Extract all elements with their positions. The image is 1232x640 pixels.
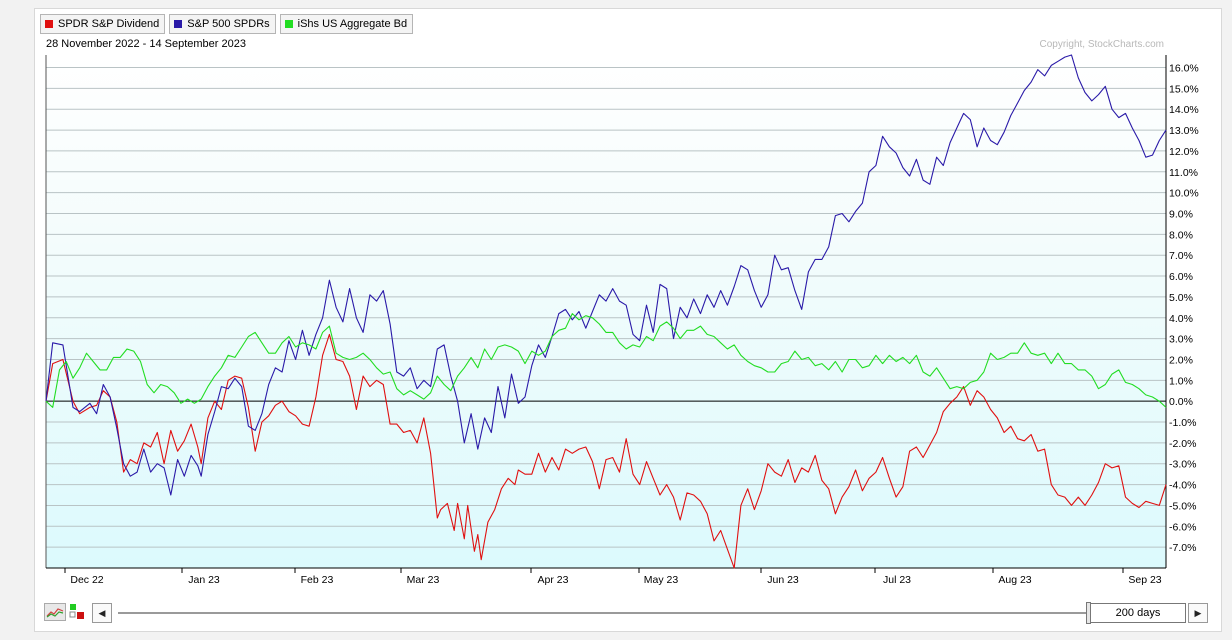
y-tick-label: 11.0% (1169, 167, 1198, 179)
series-line-ishs-aggregate (45, 313, 1167, 408)
x-tick-label: Mar 23 (407, 574, 440, 586)
range-label: 200 days (1115, 607, 1161, 619)
y-tick-label: -5.0% (1169, 500, 1196, 512)
date-range: 28 November 2022 - 14 September 2023 (46, 38, 246, 50)
x-tick-label: Aug 23 (998, 574, 1031, 586)
scroll-left-button[interactable]: ◀ (92, 603, 112, 623)
x-tick-label: Apr 23 (538, 574, 569, 586)
y-tick-label: -1.0% (1169, 417, 1196, 429)
x-tick-label: Jul 23 (883, 574, 911, 586)
series-line-spdr-dividend (45, 333, 1167, 569)
legend-item-spdr-dividend[interactable]: SPDR S&P Dividend (40, 14, 166, 34)
scroll-right-button[interactable]: ▶ (1188, 603, 1208, 623)
y-tick-label: 1.0% (1169, 375, 1193, 387)
y-tick-label: -7.0% (1169, 542, 1196, 554)
copyright-text: Copyright, StockCharts.com (1039, 39, 1165, 50)
y-tick-label: 16.0% (1169, 63, 1199, 75)
y-tick-label: 7.0% (1169, 250, 1193, 262)
y-tick-label: 3.0% (1169, 334, 1193, 346)
legend: SPDR S&P Dividend S&P 500 SPDRs iShs US … (40, 14, 414, 34)
y-tick-label: 9.0% (1169, 208, 1193, 220)
x-tick-label: Feb 23 (301, 574, 334, 586)
x-tick-label: Sep 23 (1128, 574, 1161, 586)
x-tick-label: Dec 22 (70, 574, 103, 586)
y-tick-label: -2.0% (1169, 438, 1196, 450)
triangle-right-icon: ▶ (1194, 607, 1202, 618)
y-tick-label: -6.0% (1169, 521, 1196, 533)
y-tick-label: 15.0% (1169, 83, 1199, 95)
legend-label: S&P 500 SPDRs (187, 18, 270, 30)
x-tick-label: Jun 23 (767, 574, 799, 586)
line-chart-icon (46, 608, 64, 618)
x-tick-label: Jan 23 (188, 574, 220, 586)
scroll-track[interactable] (118, 612, 1088, 614)
y-tick-label: 4.0% (1169, 313, 1193, 325)
legend-swatch (45, 20, 53, 28)
triangle-left-icon: ◀ (98, 607, 106, 618)
legend-swatch (284, 20, 293, 28)
y-tick-label: 2.0% (1169, 354, 1193, 366)
legend-label: iShs US Aggregate Bd (297, 18, 408, 30)
y-tick-label: 10.0% (1169, 188, 1199, 200)
y-tick-label: 5.0% (1169, 292, 1193, 304)
y-tick-label: 8.0% (1169, 229, 1193, 241)
range-box[interactable]: 200 days (1090, 603, 1186, 623)
legend-item-sp500-spdrs[interactable]: S&P 500 SPDRs (169, 14, 276, 34)
series-line-sp500-spdrs (45, 54, 1167, 496)
y-tick-label: -4.0% (1169, 480, 1196, 492)
color-toggle-icon[interactable] (68, 603, 88, 621)
y-tick-label: 13.0% (1169, 125, 1199, 137)
y-tick-label: -3.0% (1169, 459, 1196, 471)
y-tick-label: 0.0% (1169, 396, 1193, 408)
navigation-bar: ◀ 200 days ▶ (44, 602, 1210, 624)
chart-type-icon[interactable] (44, 603, 66, 621)
x-tick-label: May 23 (644, 574, 679, 586)
y-tick-label: 14.0% (1169, 104, 1199, 116)
y-tick-label: 12.0% (1169, 146, 1199, 158)
legend-swatch (174, 20, 183, 28)
y-tick-label: 6.0% (1169, 271, 1193, 283)
legend-item-ishs-aggregate[interactable]: iShs US Aggregate Bd (279, 14, 414, 34)
plot-area (46, 55, 1166, 568)
legend-label: SPDR S&P Dividend (58, 18, 160, 30)
